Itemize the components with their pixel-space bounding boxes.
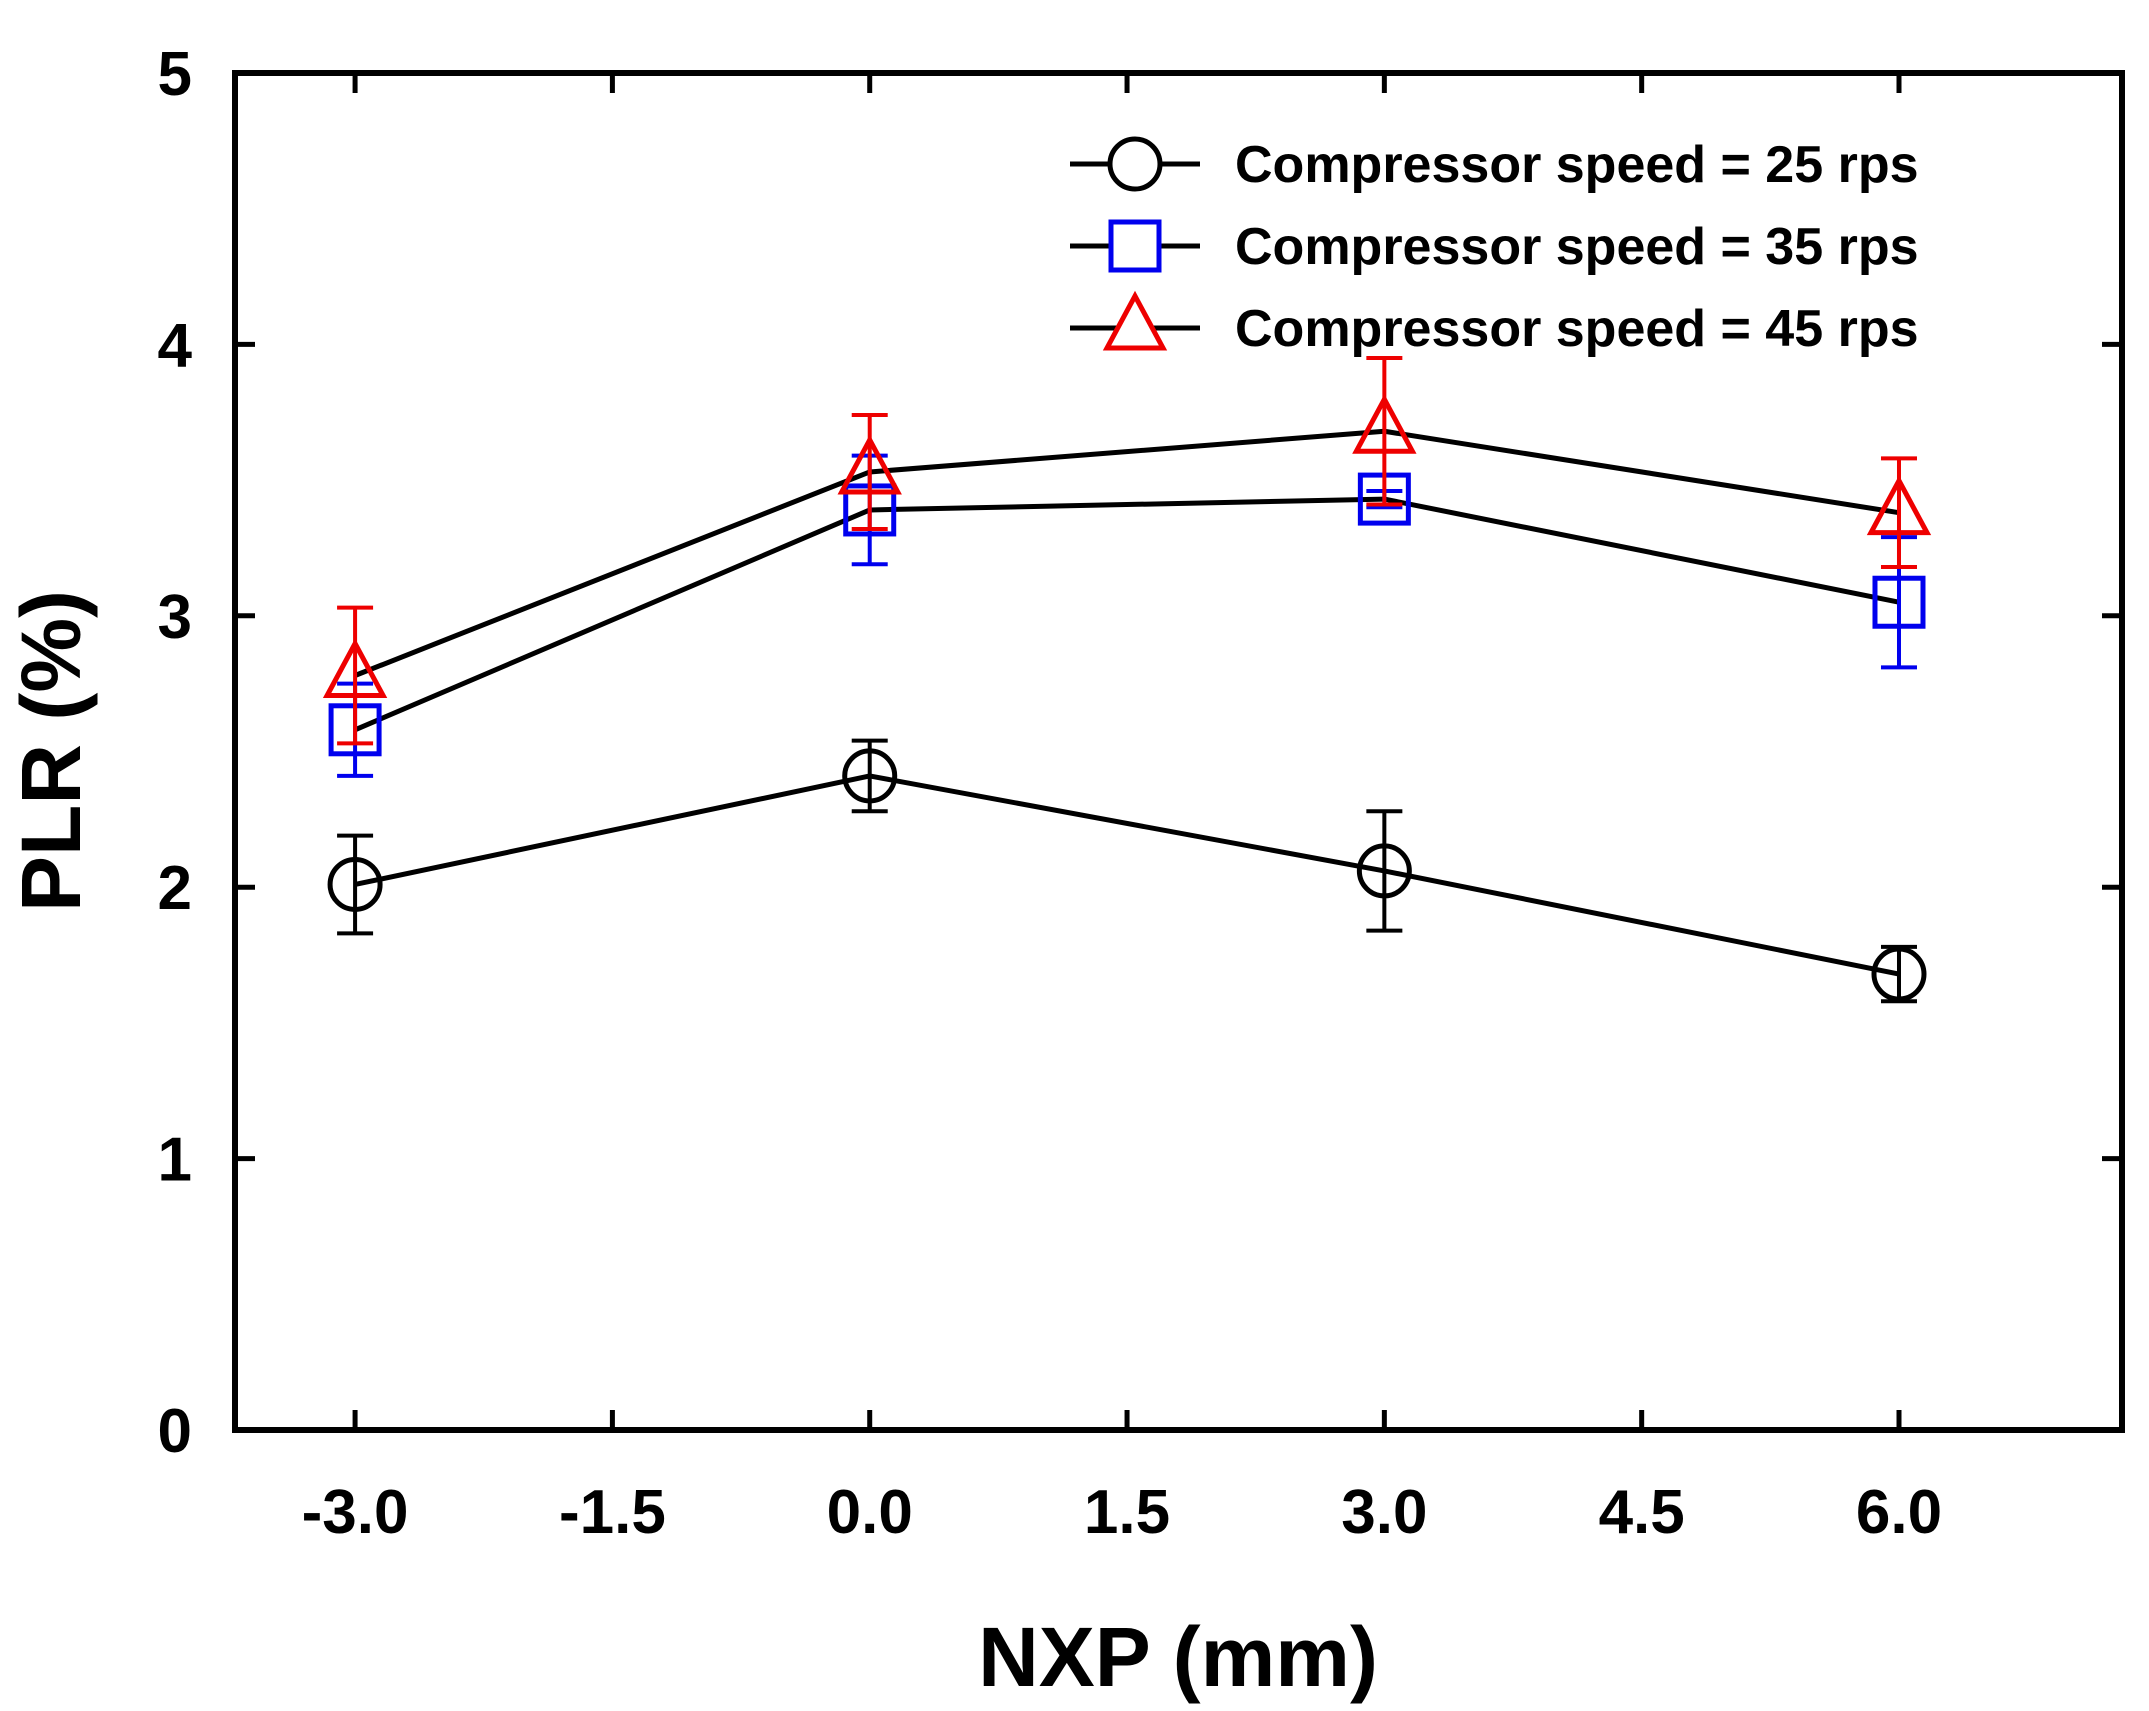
axis-ticks: -3.0 -1.5 0.0 1.5 3.0 4.5 6.0 0 1 2 3 4 5	[158, 40, 2122, 1547]
circle-marker	[1356, 843, 1412, 899]
y-tick-label: 1	[158, 1126, 192, 1195]
square-marker	[1872, 575, 1926, 629]
circle-marker	[1871, 946, 1927, 1002]
circle-marker	[327, 856, 383, 912]
x-tick-label: 3.0	[1341, 1478, 1427, 1547]
y-tick-label: 4	[158, 311, 193, 380]
y-tick-label: 0	[158, 1397, 192, 1466]
x-tick-label: 0.0	[827, 1478, 913, 1547]
x-axis-title: NXP (mm)	[978, 1610, 1378, 1704]
triangle-marker	[1352, 393, 1417, 454]
series-circle	[327, 738, 1927, 1004]
circle-marker	[842, 748, 898, 804]
y-axis-title: PLR (%)	[4, 590, 98, 912]
series-triangle	[322, 355, 1932, 746]
triangle-marker	[322, 638, 388, 699]
legend: Compressor speed = 25 rps Compressor spee…	[1070, 136, 1919, 358]
triangle-marker	[1866, 475, 1932, 536]
x-tick-label: 4.5	[1599, 1478, 1685, 1547]
plot-frame	[232, 70, 2125, 1433]
x-tick-label: 6.0	[1856, 1478, 1942, 1547]
legend-label: Compressor speed = 25 rps	[1235, 136, 1919, 194]
data-series	[322, 355, 1932, 1004]
triangle-marker	[837, 434, 902, 495]
x-tick-label: 1.5	[1084, 1478, 1170, 1547]
triangle-marker	[1102, 290, 1168, 351]
legend-label: Compressor speed = 35 rps	[1235, 218, 1919, 276]
y-tick-label: 5	[158, 40, 192, 109]
series-line	[354, 428, 1900, 678]
y-tick-label: 2	[158, 854, 192, 923]
series-line	[354, 496, 1900, 733]
legend-label: Compressor speed = 45 rps	[1235, 300, 1919, 358]
x-tick-label: -3.0	[302, 1478, 409, 1547]
series-line	[354, 773, 1900, 977]
x-tick-label: -1.5	[559, 1478, 666, 1547]
square-marker	[1108, 219, 1162, 273]
series-square	[328, 453, 1926, 778]
y-tick-label: 3	[158, 583, 192, 652]
circle-marker	[1107, 136, 1163, 192]
